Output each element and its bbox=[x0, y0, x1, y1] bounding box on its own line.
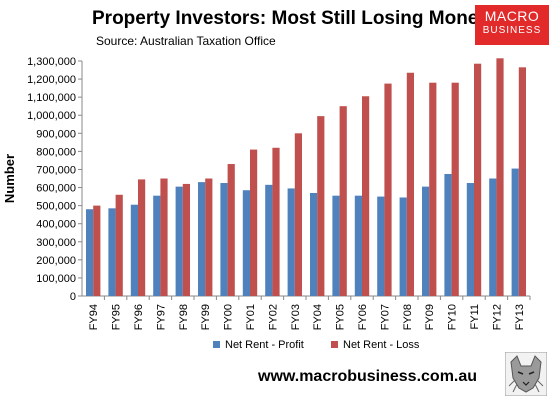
x-tick-label: FY05 bbox=[335, 304, 347, 330]
bar-loss-fy09 bbox=[429, 82, 437, 296]
bar-profit-fy04 bbox=[310, 192, 318, 296]
x-tick-label: FY12 bbox=[491, 304, 503, 330]
bar-profit-fy12 bbox=[489, 178, 497, 296]
y-tick-label: 1,200,000 bbox=[27, 74, 76, 86]
bar-profit-fy08 bbox=[399, 197, 407, 296]
bar-profit-fy07 bbox=[377, 196, 385, 296]
y-tick-label: 500,000 bbox=[36, 201, 76, 213]
bar-loss-fy96 bbox=[138, 179, 146, 296]
chart-legend: Net Rent - Profit Net Rent - Loss bbox=[213, 339, 420, 351]
y-tick-label: 900,000 bbox=[36, 128, 76, 140]
x-tick-label: FY97 bbox=[155, 304, 167, 330]
legend-label-profit: Net Rent - Profit bbox=[225, 339, 304, 351]
bar-loss-fy94 bbox=[93, 205, 101, 296]
bar-loss-fy13 bbox=[518, 67, 526, 296]
x-tick-label: FY13 bbox=[514, 304, 526, 330]
chart-subtitle: Source: Australian Taxation Office bbox=[96, 34, 276, 48]
logo-line-2: BUSINESS bbox=[482, 25, 542, 36]
x-tick-label: FY10 bbox=[447, 304, 459, 330]
y-tick-label: 200,000 bbox=[36, 255, 76, 267]
y-tick-label: 0 bbox=[70, 291, 76, 303]
bar-loss-fy99 bbox=[205, 178, 213, 296]
legend-label-loss: Net Rent - Loss bbox=[343, 339, 420, 351]
x-tick-label: FY04 bbox=[312, 304, 324, 330]
bar-loss-fy07 bbox=[384, 83, 392, 296]
y-tick-label: 600,000 bbox=[36, 183, 76, 195]
x-tick-label: FY98 bbox=[178, 304, 190, 330]
x-tick-label: FY94 bbox=[88, 304, 100, 330]
x-tick-label: FY09 bbox=[424, 304, 436, 330]
bar-loss-fy06 bbox=[362, 96, 370, 296]
bar-loss-fy11 bbox=[474, 63, 482, 296]
website-url: www.macrobusiness.com.au bbox=[258, 368, 478, 385]
y-axis-title: Number bbox=[2, 154, 17, 203]
x-tick-label: FY07 bbox=[379, 304, 391, 330]
x-tick-label: FY03 bbox=[290, 304, 302, 330]
y-tick-label: 700,000 bbox=[36, 164, 76, 176]
bar-profit-fy09 bbox=[422, 186, 430, 296]
x-tick-label: FY99 bbox=[200, 304, 212, 330]
bar-loss-fy04 bbox=[317, 116, 325, 296]
legend-swatch-loss bbox=[331, 341, 338, 348]
bar-profit-fy06 bbox=[354, 195, 362, 296]
bar-profit-fy00 bbox=[220, 183, 228, 296]
bar-loss-fy03 bbox=[294, 133, 302, 296]
y-tick-label: 1,000,000 bbox=[27, 110, 76, 122]
x-tick-label: FY06 bbox=[357, 304, 369, 330]
chart-axes: 0 100,000 200,000 300,000 400,000 500,000 600,… bbox=[2, 56, 531, 330]
wolf-mascot-icon bbox=[505, 352, 547, 396]
bar-profit-fy98 bbox=[175, 186, 183, 296]
bar-profit-fy05 bbox=[332, 195, 340, 296]
bar-profit-fy03 bbox=[287, 188, 295, 296]
bar-profit-fy13 bbox=[511, 168, 519, 296]
bar-loss-fy05 bbox=[339, 106, 347, 296]
bar-loss-fy97 bbox=[160, 178, 168, 296]
chart-bars bbox=[86, 58, 526, 297]
y-tick-label: 300,000 bbox=[36, 237, 76, 249]
bar-loss-fy08 bbox=[406, 72, 414, 296]
bar-loss-fy02 bbox=[272, 147, 280, 296]
bar-loss-fy10 bbox=[451, 82, 459, 296]
macrobusiness-logo: MACRO BUSINESS bbox=[475, 5, 549, 45]
bar-profit-fy96 bbox=[130, 204, 138, 296]
bar-profit-fy02 bbox=[265, 184, 273, 296]
bar-profit-fy94 bbox=[86, 209, 94, 296]
y-tick-label: 100,000 bbox=[36, 273, 76, 285]
bar-loss-fy01 bbox=[250, 149, 258, 296]
bar-loss-fy00 bbox=[227, 164, 235, 296]
x-tick-label: FY08 bbox=[402, 304, 414, 330]
y-tick-label: 800,000 bbox=[36, 146, 76, 158]
bar-loss-fy95 bbox=[115, 194, 123, 296]
y-tick-label: 400,000 bbox=[36, 219, 76, 231]
legend-swatch-profit bbox=[213, 341, 220, 348]
bar-profit-fy11 bbox=[466, 183, 474, 296]
bar-loss-fy98 bbox=[182, 183, 190, 296]
y-tick-label: 1,300,000 bbox=[27, 56, 76, 68]
x-tick-label: FY01 bbox=[245, 304, 257, 330]
bar-profit-fy99 bbox=[198, 182, 206, 296]
bar-profit-fy97 bbox=[153, 195, 161, 296]
x-tick-label: FY95 bbox=[111, 304, 123, 330]
bar-loss-fy12 bbox=[496, 58, 504, 297]
chart-title: Property Investors: Most Still Losing Mo… bbox=[92, 8, 489, 29]
x-tick-label: FY11 bbox=[469, 304, 481, 329]
logo-line-1: MACRO bbox=[484, 8, 540, 24]
bar-profit-fy10 bbox=[444, 173, 452, 296]
bar-profit-fy95 bbox=[108, 208, 116, 296]
x-tick-label: FY00 bbox=[223, 304, 235, 330]
bar-profit-fy01 bbox=[242, 190, 250, 296]
y-tick-label: 1,100,000 bbox=[27, 92, 76, 104]
x-tick-label: FY96 bbox=[133, 304, 145, 330]
x-tick-label: FY02 bbox=[267, 304, 279, 330]
